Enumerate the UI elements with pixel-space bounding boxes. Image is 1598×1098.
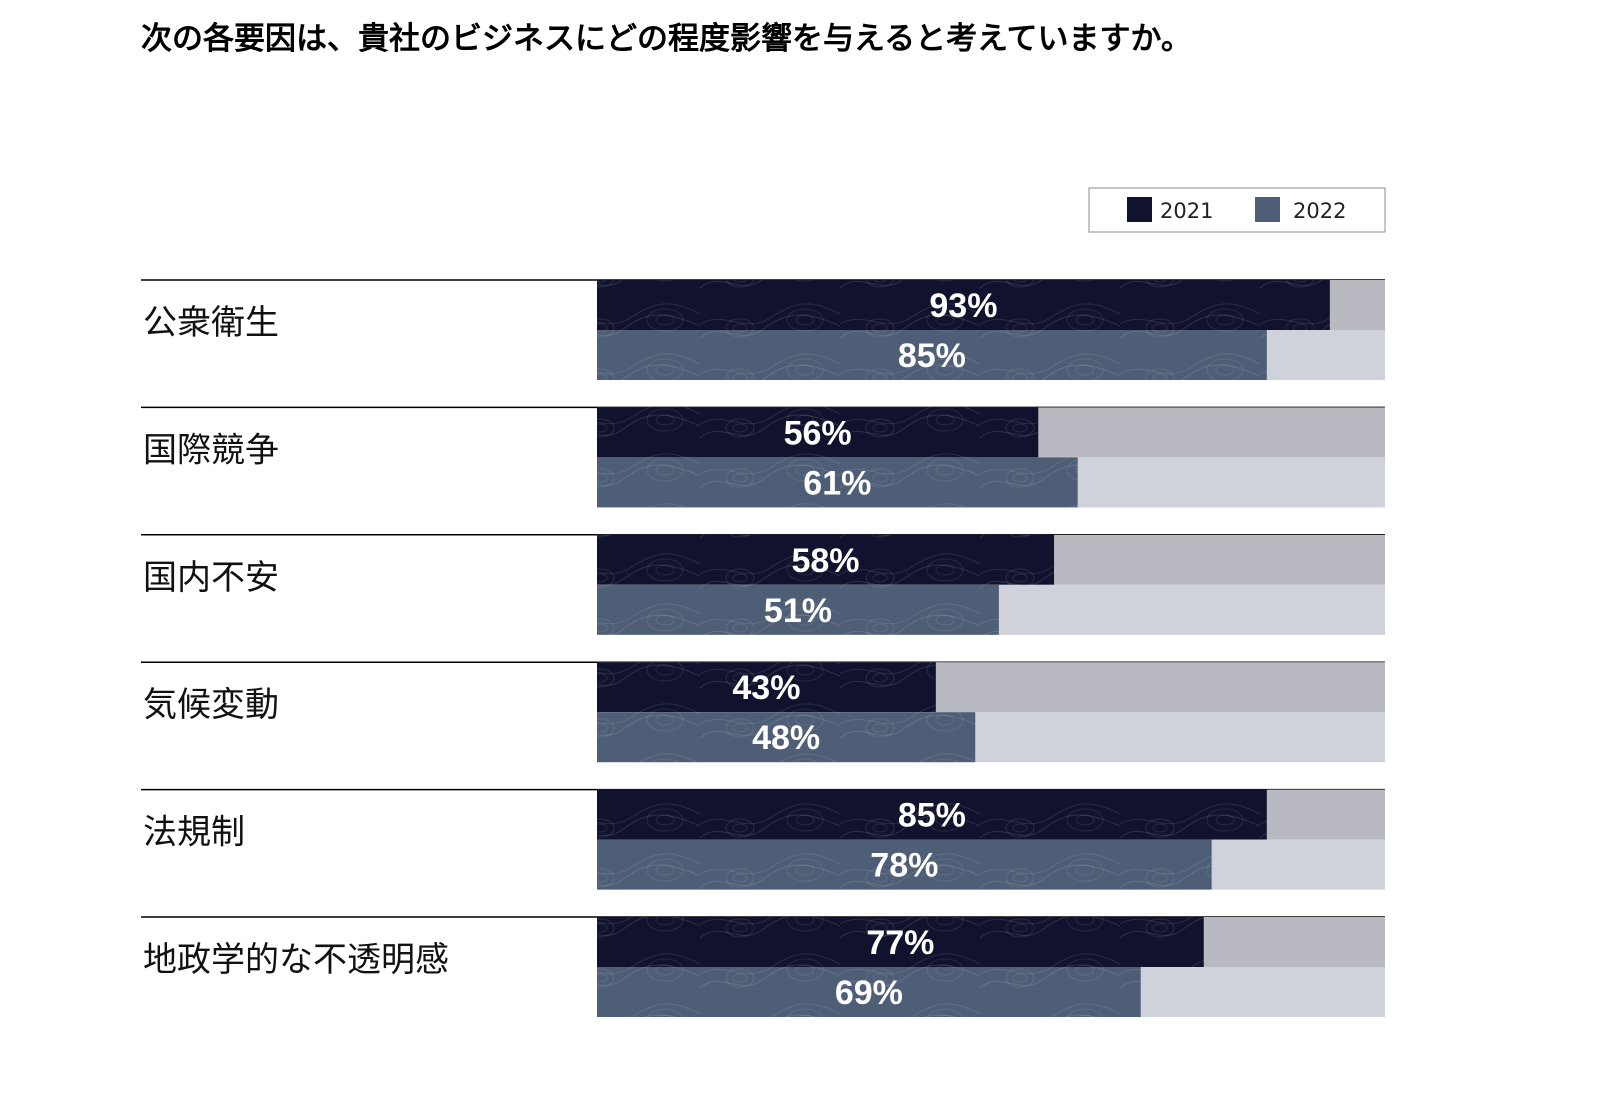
bar-texture bbox=[597, 839, 1212, 890]
data-label: 43% bbox=[732, 669, 800, 707]
bar-texture bbox=[597, 584, 999, 635]
data-label: 51% bbox=[764, 592, 832, 630]
data-label: 61% bbox=[803, 464, 871, 502]
category-label: 公衆衛生 bbox=[143, 303, 279, 343]
category-label: 気候変動 bbox=[143, 685, 279, 725]
bar-texture bbox=[597, 534, 1055, 585]
data-label: 48% bbox=[752, 719, 820, 757]
chart-rows: 公衆衛生 93% 85% 国際競争 56% 61% 国内不安 58% 51% 気候変動 43% 48%… bbox=[141, 279, 1385, 1017]
data-label: 85% bbox=[898, 797, 966, 835]
legend-swatch-2022 bbox=[1255, 197, 1280, 222]
chart-title: 次の各要因は、貴社のビジネスにどの程度影響を与えると考えていますか。 bbox=[141, 21, 1192, 57]
data-label: 77% bbox=[866, 924, 934, 962]
bar-texture bbox=[597, 330, 1267, 380]
bar-texture bbox=[597, 712, 976, 763]
data-label: 85% bbox=[898, 337, 966, 375]
legend-label-2022: 2022 bbox=[1293, 199, 1346, 223]
category-label: 国際競争 bbox=[143, 430, 279, 470]
bar-texture bbox=[597, 407, 1039, 458]
category-label: 法規制 bbox=[143, 813, 245, 853]
data-label: 93% bbox=[929, 287, 997, 325]
category-label: 国内不安 bbox=[143, 558, 279, 598]
bar-texture bbox=[597, 662, 936, 713]
data-label: 58% bbox=[791, 542, 859, 580]
bar-texture bbox=[597, 967, 1141, 1017]
bar-texture bbox=[597, 457, 1078, 508]
data-label: 78% bbox=[870, 847, 938, 885]
legend-label-2021: 2021 bbox=[1160, 199, 1213, 223]
legend-swatch-2021 bbox=[1127, 197, 1152, 222]
bar-texture bbox=[597, 789, 1267, 840]
data-label: 69% bbox=[835, 974, 903, 1012]
category-label: 地政学的な不透明感 bbox=[143, 940, 449, 980]
legend: 2021 2022 bbox=[1088, 187, 1386, 233]
data-label: 56% bbox=[784, 414, 852, 452]
bar-texture bbox=[597, 280, 1330, 330]
bar-texture bbox=[597, 917, 1204, 967]
